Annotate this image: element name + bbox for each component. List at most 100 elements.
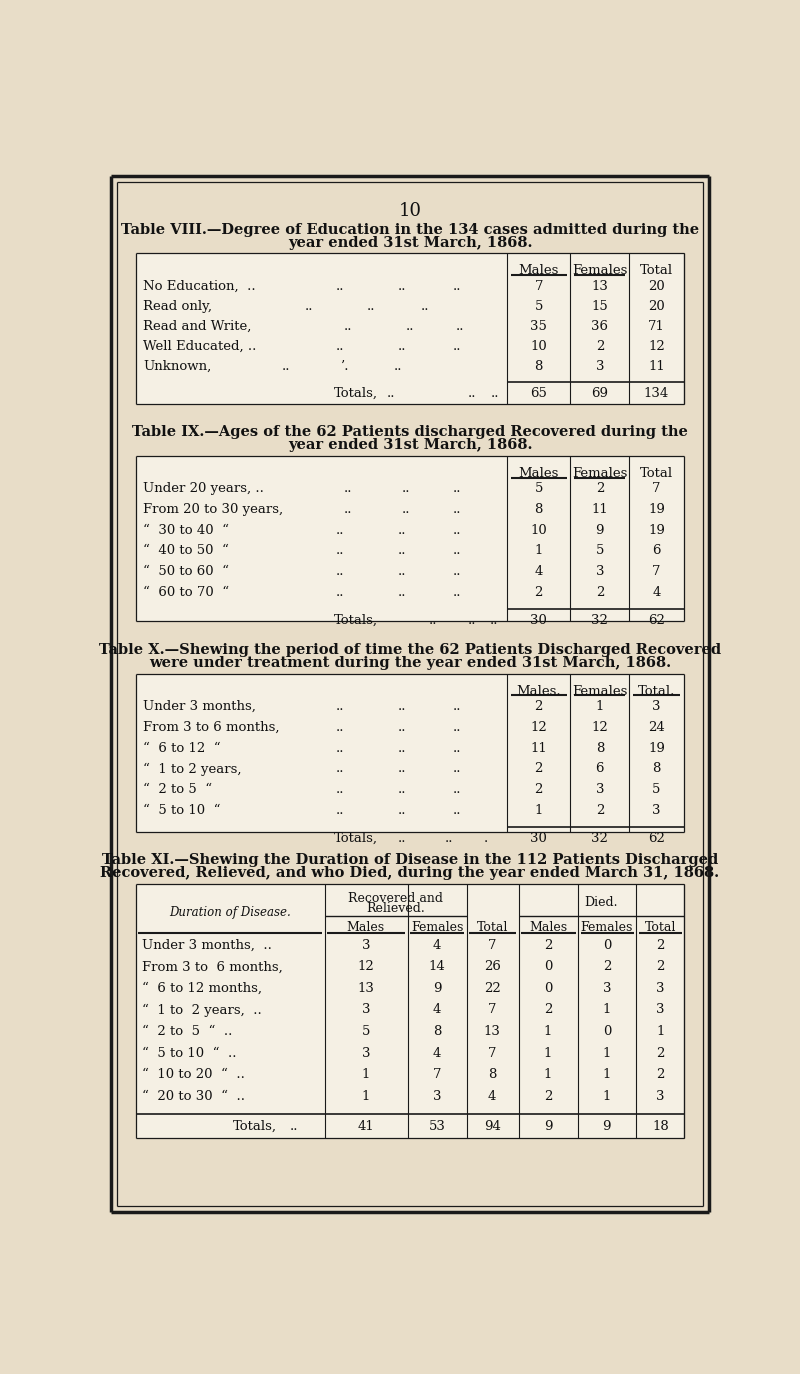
Text: 1: 1: [656, 1025, 665, 1037]
Text: 0: 0: [602, 938, 611, 952]
Text: “  5 to 10  “: “ 5 to 10 “: [143, 804, 221, 818]
Text: Under 3 months,  ..: Under 3 months, ..: [142, 938, 272, 952]
Text: 1: 1: [534, 804, 543, 818]
Text: Unknown,: Unknown,: [143, 360, 212, 372]
Text: “  50 to 60  “: “ 50 to 60 “: [143, 565, 230, 578]
Text: 1: 1: [362, 1090, 370, 1103]
Text: ..: ..: [422, 300, 430, 313]
Text: Females: Females: [581, 921, 633, 934]
Text: 8: 8: [652, 763, 661, 775]
Text: Females: Females: [411, 921, 463, 934]
Text: 7: 7: [652, 565, 661, 578]
Text: Table XI.—Shewing the Duration of Disease in the 112 Patients Discharged: Table XI.—Shewing the Duration of Diseas…: [102, 853, 718, 867]
Text: Recovered and: Recovered and: [348, 892, 442, 904]
Text: “  1 to  2 years,  ..: “ 1 to 2 years, ..: [142, 1003, 262, 1017]
Text: ..: ..: [452, 587, 461, 599]
Text: Total: Total: [640, 467, 673, 480]
Text: Read and Write,: Read and Write,: [143, 320, 252, 333]
Text: 4: 4: [433, 1003, 442, 1017]
Text: Total: Total: [477, 921, 508, 934]
Text: Died.: Died.: [585, 896, 618, 910]
Text: ..: ..: [452, 565, 461, 578]
Text: ..: ..: [452, 699, 461, 713]
Text: ..: ..: [452, 280, 461, 293]
Text: 3: 3: [596, 565, 604, 578]
Text: ..: ..: [468, 614, 476, 627]
Text: ..: ..: [394, 360, 402, 372]
Text: Table X.—Shewing the period of time the 62 Patients Discharged Recovered: Table X.—Shewing the period of time the …: [99, 643, 721, 657]
Text: 24: 24: [648, 721, 665, 734]
Text: 1: 1: [602, 1047, 611, 1059]
Text: 35: 35: [530, 320, 547, 333]
Text: ..: ..: [305, 300, 314, 313]
Text: ..: ..: [398, 523, 406, 537]
Text: Totals,: Totals,: [334, 614, 378, 627]
Text: year ended 31st March, 1868.: year ended 31st March, 1868.: [288, 438, 532, 452]
Text: 1: 1: [602, 1003, 611, 1017]
Text: ..: ..: [336, 523, 345, 537]
Text: 8: 8: [596, 742, 604, 754]
Text: 2: 2: [544, 938, 552, 952]
Text: No Education,  ..: No Education, ..: [143, 280, 256, 293]
Text: 1: 1: [544, 1047, 552, 1059]
Text: 2: 2: [602, 960, 611, 973]
Text: 11: 11: [648, 360, 665, 372]
Text: From 3 to  6 months,: From 3 to 6 months,: [142, 960, 282, 973]
Text: ..: ..: [398, 699, 406, 713]
Text: ..: ..: [398, 831, 406, 845]
Text: ..: ..: [452, 763, 461, 775]
Text: “  6 to 12 months,: “ 6 to 12 months,: [142, 982, 262, 995]
Text: 10: 10: [398, 202, 422, 220]
Text: 8: 8: [488, 1068, 496, 1081]
Text: ..: ..: [398, 721, 406, 734]
Text: 19: 19: [648, 503, 665, 515]
Text: 3: 3: [602, 982, 611, 995]
Text: year ended 31st March, 1868.: year ended 31st March, 1868.: [288, 236, 532, 250]
Text: ’.: ’.: [340, 360, 348, 372]
Text: “  20 to 30  “  ..: “ 20 to 30 “ ..: [142, 1090, 245, 1103]
Text: “  6 to 12  “: “ 6 to 12 “: [143, 742, 221, 754]
Text: 18: 18: [652, 1120, 669, 1132]
Text: From 20 to 30 years,: From 20 to 30 years,: [143, 503, 283, 515]
Bar: [136, 883, 684, 1138]
Text: ..: ..: [336, 721, 345, 734]
Text: 36: 36: [591, 320, 608, 333]
Text: ..: ..: [402, 482, 410, 495]
Bar: [136, 456, 684, 621]
Text: Duration of Disease.: Duration of Disease.: [170, 905, 291, 919]
Text: 4: 4: [488, 1090, 496, 1103]
Text: 7: 7: [488, 1047, 496, 1059]
Text: 13: 13: [358, 982, 374, 995]
Text: 4: 4: [652, 587, 661, 599]
Text: 41: 41: [358, 1120, 374, 1132]
Text: 5: 5: [534, 300, 543, 313]
Text: ..: ..: [336, 280, 345, 293]
Text: 62: 62: [648, 831, 665, 845]
Text: Males: Males: [518, 467, 559, 480]
Text: Females: Females: [572, 264, 627, 278]
Text: 94: 94: [484, 1120, 501, 1132]
Text: Totals,: Totals,: [334, 386, 378, 400]
Text: ..: ..: [290, 1120, 298, 1132]
Text: ..: ..: [336, 544, 345, 558]
Text: 2: 2: [656, 1047, 665, 1059]
Text: 9: 9: [596, 523, 604, 537]
Text: 3: 3: [362, 1047, 370, 1059]
Text: 1: 1: [596, 699, 604, 713]
Text: 11: 11: [591, 503, 608, 515]
Text: Read only,: Read only,: [143, 300, 213, 313]
Text: 2: 2: [656, 938, 665, 952]
Text: 3: 3: [656, 1090, 665, 1103]
Text: .: .: [484, 831, 488, 845]
Text: “  2 to  5  “  ..: “ 2 to 5 “ ..: [142, 1025, 232, 1037]
Text: ..: ..: [398, 804, 406, 818]
Text: 12: 12: [530, 721, 547, 734]
Text: Recovered, Relieved, and who Died, during the year ended March 31, 1868.: Recovered, Relieved, and who Died, durin…: [101, 867, 719, 881]
Text: 5: 5: [652, 783, 661, 796]
Text: 1: 1: [602, 1090, 611, 1103]
Text: 4: 4: [534, 565, 543, 578]
Text: Total: Total: [640, 264, 673, 278]
Text: 62: 62: [648, 614, 665, 627]
Text: 2: 2: [534, 763, 543, 775]
Text: Relieved.: Relieved.: [366, 901, 425, 915]
